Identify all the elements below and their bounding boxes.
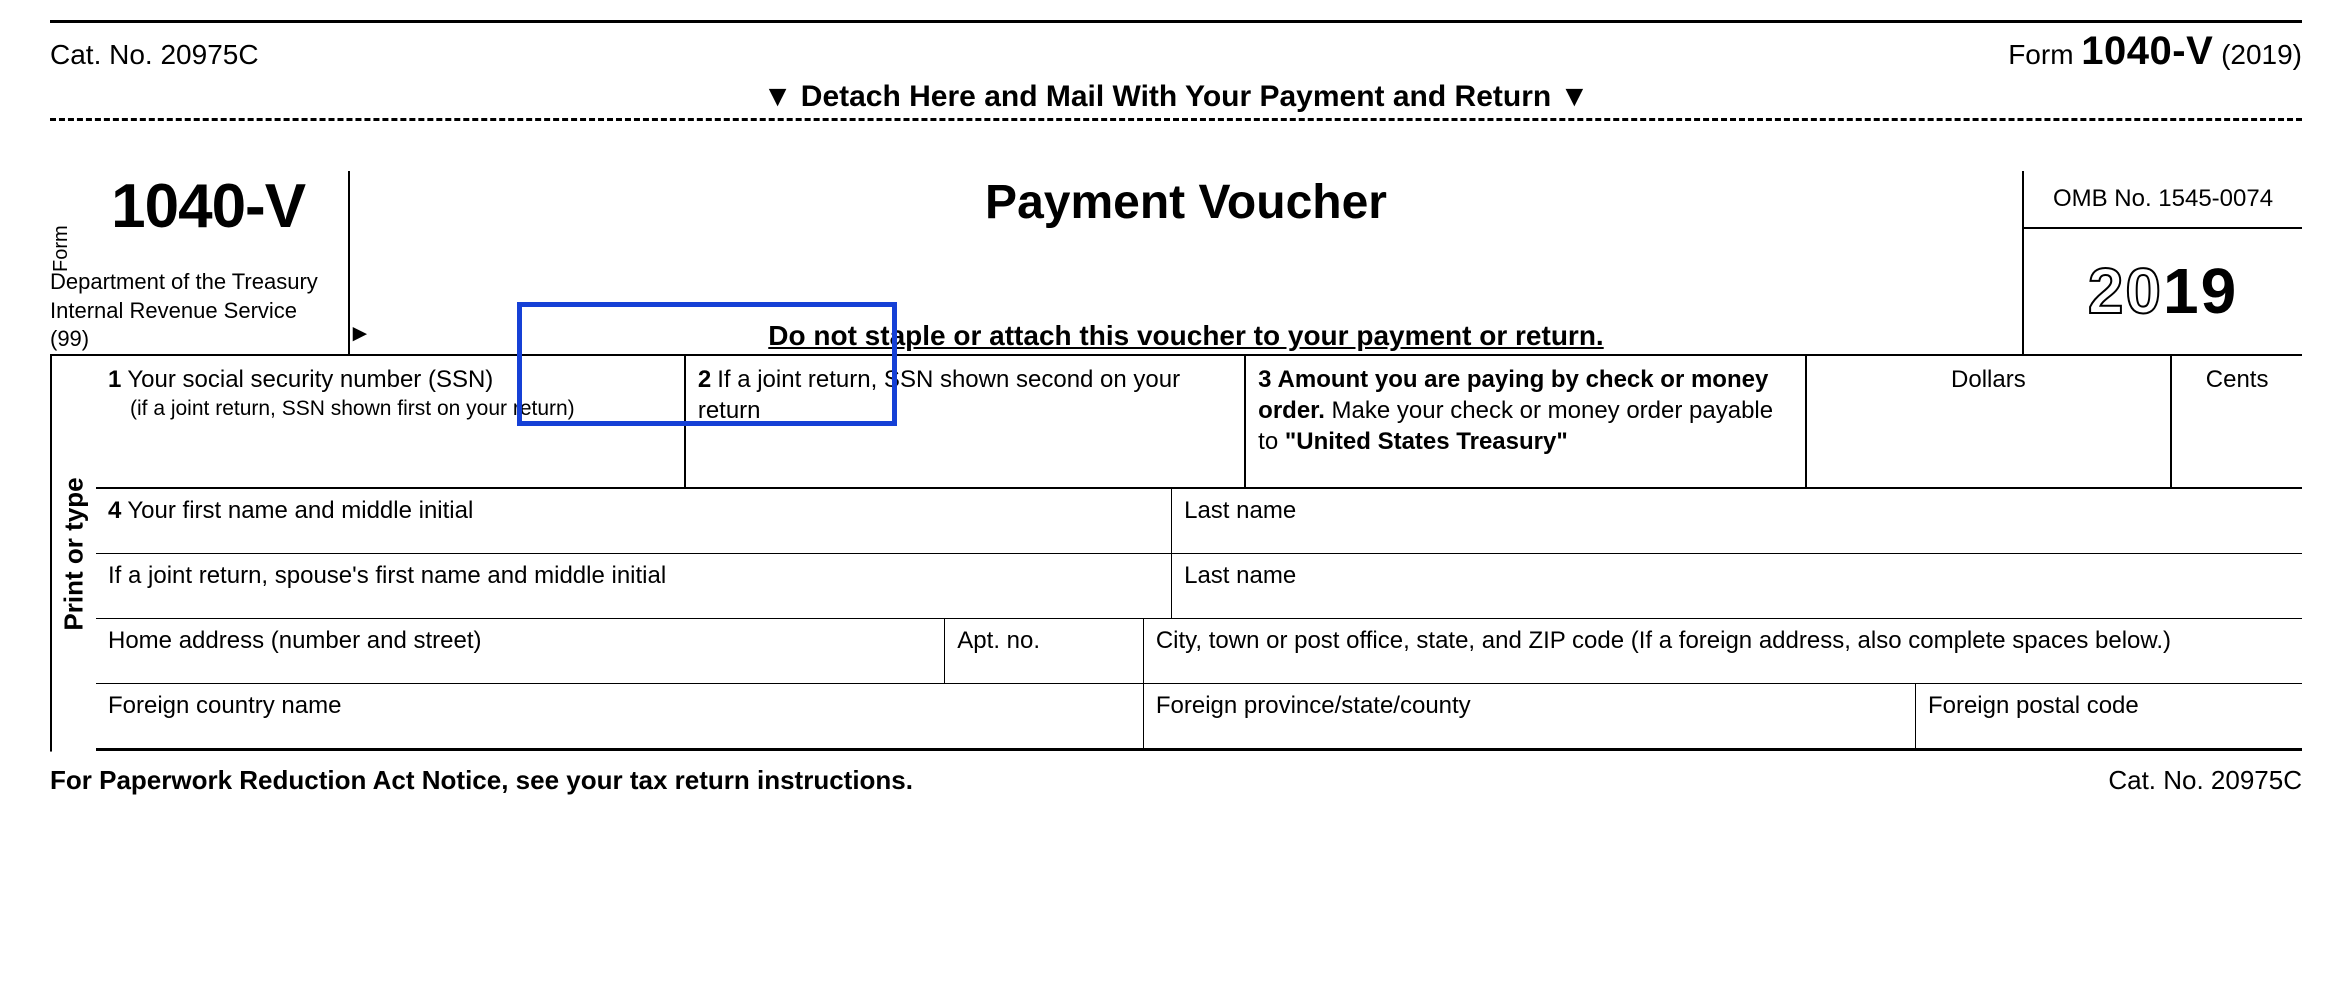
box-4-first-name[interactable]: 4Your first name and middle initial bbox=[96, 489, 1172, 553]
box-1-ssn[interactable]: 1Your social security number (SSN) (if a… bbox=[96, 356, 686, 488]
header-left: Form 1040-V Department of the Treasury I… bbox=[50, 171, 350, 354]
box-spouse-last-name[interactable]: Last name bbox=[1172, 554, 2302, 618]
box-2-spouse-ssn[interactable]: 2If a joint return, SSN shown second on … bbox=[686, 356, 1246, 488]
dept-line2: Internal Revenue Service (99) bbox=[50, 297, 336, 354]
box-foreign-postal[interactable]: Foreign postal code bbox=[1916, 684, 2302, 748]
box-foreign-province[interactable]: Foreign province/state/county bbox=[1144, 684, 1916, 748]
top-info-row: Cat. No. 20975C Form 1040-V (2019) bbox=[50, 29, 2302, 74]
box-home-address[interactable]: Home address (number and street) bbox=[96, 619, 945, 683]
box-cents[interactable]: Cents bbox=[2172, 356, 2302, 488]
detach-instruction: ▼ Detach Here and Mail With Your Payment… bbox=[50, 80, 2302, 114]
omb-number: OMB No. 1545-0074 bbox=[2024, 171, 2302, 229]
tax-year: 2019 bbox=[2024, 229, 2302, 354]
catalog-number-bottom: Cat. No. 20975C bbox=[2108, 765, 2302, 796]
form-word: Form bbox=[50, 225, 73, 272]
dept-line1: Department of the Treasury bbox=[50, 268, 336, 297]
voucher-title: Payment Voucher bbox=[360, 175, 2012, 230]
box-last-name[interactable]: Last name bbox=[1172, 489, 2302, 553]
box-spouse-first-name[interactable]: If a joint return, spouse's first name a… bbox=[96, 554, 1172, 618]
print-or-type-label: Print or type bbox=[50, 356, 96, 752]
catalog-number-top: Cat. No. 20975C bbox=[50, 39, 259, 71]
box-dollars[interactable]: Dollars bbox=[1807, 356, 2173, 488]
box-apt-no[interactable]: Apt. no. bbox=[945, 619, 1144, 683]
no-staple-instruction: Do not staple or attach this voucher to … bbox=[360, 320, 2012, 352]
box-foreign-country[interactable]: Foreign country name bbox=[96, 684, 1144, 748]
form-id-top: Form 1040-V (2019) bbox=[2008, 29, 2302, 74]
form-number: 1040-V bbox=[111, 171, 305, 242]
paperwork-notice: For Paperwork Reduction Act Notice, see … bbox=[50, 765, 913, 796]
box-city-state-zip[interactable]: City, town or post office, state, and ZI… bbox=[1144, 619, 2302, 683]
box-3-amount-instruction: 3Amount you are paying by check or money… bbox=[1246, 356, 1806, 488]
